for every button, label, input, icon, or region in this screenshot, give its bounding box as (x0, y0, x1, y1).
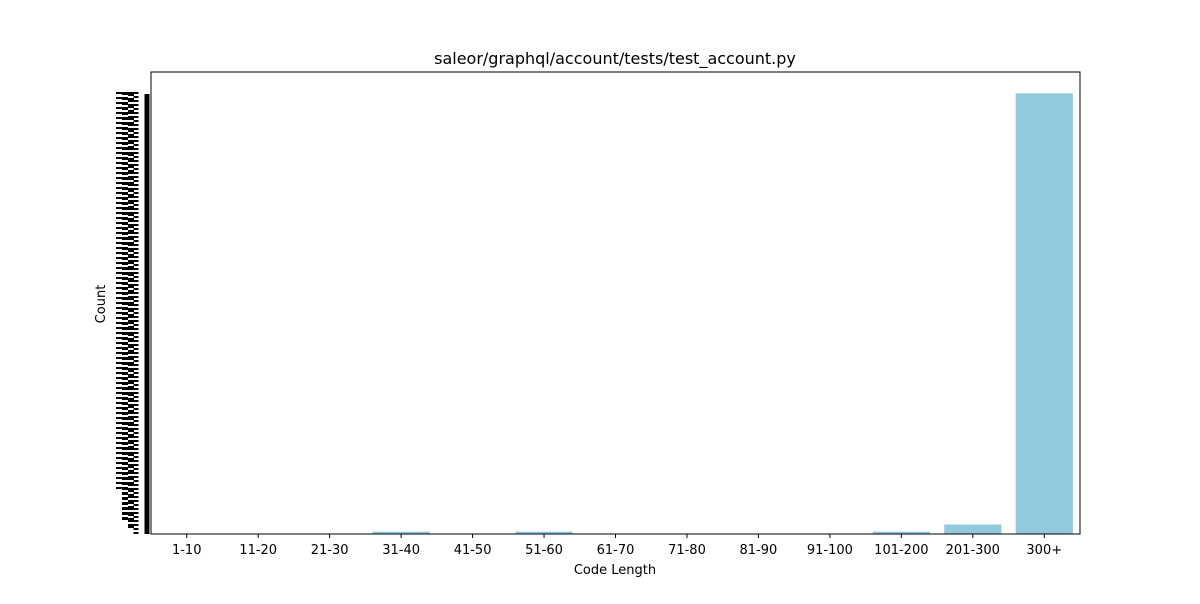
x-tick-label: 81-90 (740, 543, 778, 558)
x-tick-label: 51-60 (525, 543, 563, 558)
y-axis (116, 92, 150, 536)
chart-title: saleor/graphql/account/tests/test_accoun… (434, 49, 796, 69)
x-axis: 1-10 11-20 21-30 31-40 41-50 51-60 61-70 71-80 8… (172, 534, 1062, 558)
bars-group (372, 93, 1073, 534)
bar-201-300 (944, 524, 1002, 534)
bar-300+ (1015, 93, 1073, 534)
x-tick-label: 300+ (1026, 543, 1062, 558)
y-axis-label: Count (94, 285, 109, 324)
x-tick-label: 71-80 (668, 543, 706, 558)
x-tick-label: 101-200 (874, 543, 928, 558)
x-tick-label: 201-300 (946, 543, 1000, 558)
x-axis-label: Code Length (574, 563, 656, 578)
x-tick-label: 41-50 (454, 543, 492, 558)
x-tick-label: 91-100 (807, 543, 853, 558)
x-tick-label: 1-10 (172, 543, 202, 558)
bar-101-200 (872, 531, 930, 534)
x-tick-label: 11-20 (239, 543, 277, 558)
bar-51-60 (515, 531, 573, 534)
bar-31-40 (372, 531, 430, 534)
x-tick-label: 31-40 (382, 543, 420, 558)
x-tick-label: 61-70 (597, 543, 635, 558)
x-tick-label: 21-30 (311, 543, 349, 558)
